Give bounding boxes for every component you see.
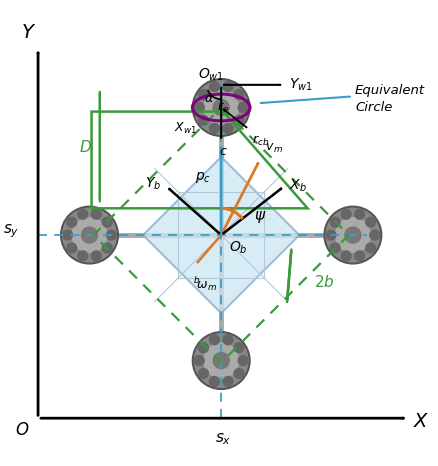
Circle shape <box>63 208 116 262</box>
Circle shape <box>61 206 118 264</box>
Text: $s_x$: $s_x$ <box>215 432 231 447</box>
Text: $O$: $O$ <box>15 421 30 439</box>
Circle shape <box>78 209 88 219</box>
Text: $D$: $D$ <box>78 138 92 155</box>
Circle shape <box>370 230 380 240</box>
Text: $c$: $c$ <box>219 144 228 158</box>
Text: ${}^b\!v_m$: ${}^b\!v_m$ <box>262 137 284 155</box>
Circle shape <box>330 217 340 227</box>
Circle shape <box>63 230 73 240</box>
Text: $2b$: $2b$ <box>314 274 335 290</box>
Circle shape <box>223 82 233 91</box>
Circle shape <box>326 208 380 262</box>
Circle shape <box>355 209 364 219</box>
Circle shape <box>336 218 370 253</box>
Circle shape <box>106 230 117 240</box>
Circle shape <box>78 251 88 261</box>
Circle shape <box>204 90 239 125</box>
Text: $r_c$: $r_c$ <box>252 134 264 148</box>
Text: $O_{w1}$: $O_{w1}$ <box>198 66 224 83</box>
Circle shape <box>238 103 248 112</box>
Circle shape <box>234 369 244 378</box>
Text: ${}^b\!\omega_m$: ${}^b\!\omega_m$ <box>193 275 217 294</box>
Text: $Y_{w1}$: $Y_{w1}$ <box>289 76 313 93</box>
Circle shape <box>234 343 244 353</box>
Circle shape <box>67 243 77 253</box>
Circle shape <box>341 209 351 219</box>
Text: $r_e$: $r_e$ <box>217 101 230 115</box>
Text: $O_b$: $O_b$ <box>230 239 248 255</box>
Circle shape <box>355 251 364 261</box>
Text: $Y_b$: $Y_b$ <box>145 175 162 192</box>
Text: $\psi$: $\psi$ <box>254 209 266 225</box>
Circle shape <box>366 217 375 227</box>
Circle shape <box>366 243 375 253</box>
Circle shape <box>192 332 250 390</box>
Circle shape <box>72 218 107 253</box>
Circle shape <box>102 243 112 253</box>
Circle shape <box>209 335 219 345</box>
Circle shape <box>209 123 219 133</box>
Circle shape <box>198 343 208 353</box>
Circle shape <box>209 377 219 386</box>
Circle shape <box>194 334 248 387</box>
Text: $s_y$: $s_y$ <box>3 222 20 240</box>
Circle shape <box>81 227 98 243</box>
Circle shape <box>102 217 112 227</box>
Circle shape <box>223 123 233 133</box>
Text: Equivalent
Circle: Equivalent Circle <box>355 84 425 114</box>
Circle shape <box>345 227 361 243</box>
Text: $\alpha$: $\alpha$ <box>204 92 214 105</box>
Circle shape <box>223 335 233 345</box>
Text: $X_{w1}$: $X_{w1}$ <box>173 121 197 136</box>
Circle shape <box>67 217 77 227</box>
Circle shape <box>198 369 208 378</box>
Circle shape <box>194 81 248 134</box>
Circle shape <box>194 356 204 365</box>
Circle shape <box>324 206 381 264</box>
Circle shape <box>213 353 229 369</box>
Circle shape <box>326 230 336 240</box>
Polygon shape <box>143 157 300 313</box>
Text: $X$: $X$ <box>413 412 429 431</box>
Circle shape <box>238 356 248 365</box>
Circle shape <box>213 99 229 116</box>
Circle shape <box>209 82 219 91</box>
Text: $p_c$: $p_c$ <box>195 170 211 185</box>
Circle shape <box>192 79 250 136</box>
Circle shape <box>198 89 208 100</box>
Circle shape <box>330 243 340 253</box>
Circle shape <box>341 251 351 261</box>
Circle shape <box>234 89 244 100</box>
Circle shape <box>234 116 244 125</box>
Circle shape <box>92 209 101 219</box>
Circle shape <box>92 251 101 261</box>
Circle shape <box>198 116 208 125</box>
Text: $Y$: $Y$ <box>21 23 37 41</box>
Circle shape <box>204 343 239 378</box>
Circle shape <box>194 103 204 112</box>
Text: $X_b$: $X_b$ <box>289 178 307 194</box>
Circle shape <box>223 377 233 386</box>
